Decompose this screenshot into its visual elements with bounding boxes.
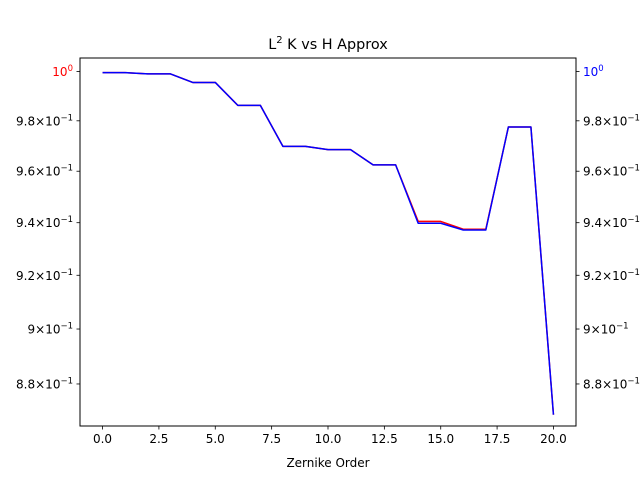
chart-title: L2 K vs H Approx bbox=[268, 35, 388, 53]
y2-tick-label: 100 bbox=[583, 64, 604, 79]
x-tick-label: 0.0 bbox=[93, 432, 112, 446]
y-tick-label: 9.6×10−1 bbox=[16, 164, 73, 179]
x-tick-label: 12.5 bbox=[371, 432, 398, 446]
plot-area bbox=[102, 71, 555, 415]
y-tick-label: 9.4×10−1 bbox=[16, 215, 73, 230]
x-tick-label: 7.5 bbox=[262, 432, 281, 446]
y-axis-right: 100 9.8×10−1 9.6×10−1 9.4×10−1 9.2×10−1 9×10−… bbox=[576, 64, 640, 391]
y-tick-label: 9.2×10−1 bbox=[16, 268, 73, 283]
y-tick-label: 9.8×10−1 bbox=[16, 113, 73, 128]
x-axis: 0.0 2.5 5.0 7.5 10.0 12.5 15.0 17.5 20.0 bbox=[93, 426, 567, 446]
y2-tick-label: 9.6×10−1 bbox=[583, 164, 640, 179]
y2-tick-label: 9.8×10−1 bbox=[583, 113, 640, 128]
y2-tick-label: 8.8×10−1 bbox=[583, 376, 640, 391]
x-tick-label: 5.0 bbox=[206, 432, 225, 446]
x-tick-label: 2.5 bbox=[149, 432, 168, 446]
x-tick-label: 17.5 bbox=[484, 432, 511, 446]
series-line-2 bbox=[102, 71, 555, 415]
y2-tick-label: 9×10−1 bbox=[583, 322, 629, 337]
y2-tick-label: 9.4×10−1 bbox=[583, 215, 640, 230]
y2-tick-label: 9.2×10−1 bbox=[583, 268, 640, 283]
x-tick-label: 10.0 bbox=[315, 432, 342, 446]
y-tick-label: 100 bbox=[52, 64, 73, 79]
y-axis-left: 100 9.8×10−1 9.6×10−1 9.4×10−1 9.2×10−1 9×10−… bbox=[16, 64, 80, 391]
y-tick-label: 9×10−1 bbox=[28, 322, 74, 337]
x-tick-label: 15.0 bbox=[427, 432, 454, 446]
x-axis-label: Zernike Order bbox=[286, 456, 369, 470]
x-tick-label: 20.0 bbox=[540, 432, 567, 446]
y-tick-label: 8.8×10−1 bbox=[16, 376, 73, 391]
